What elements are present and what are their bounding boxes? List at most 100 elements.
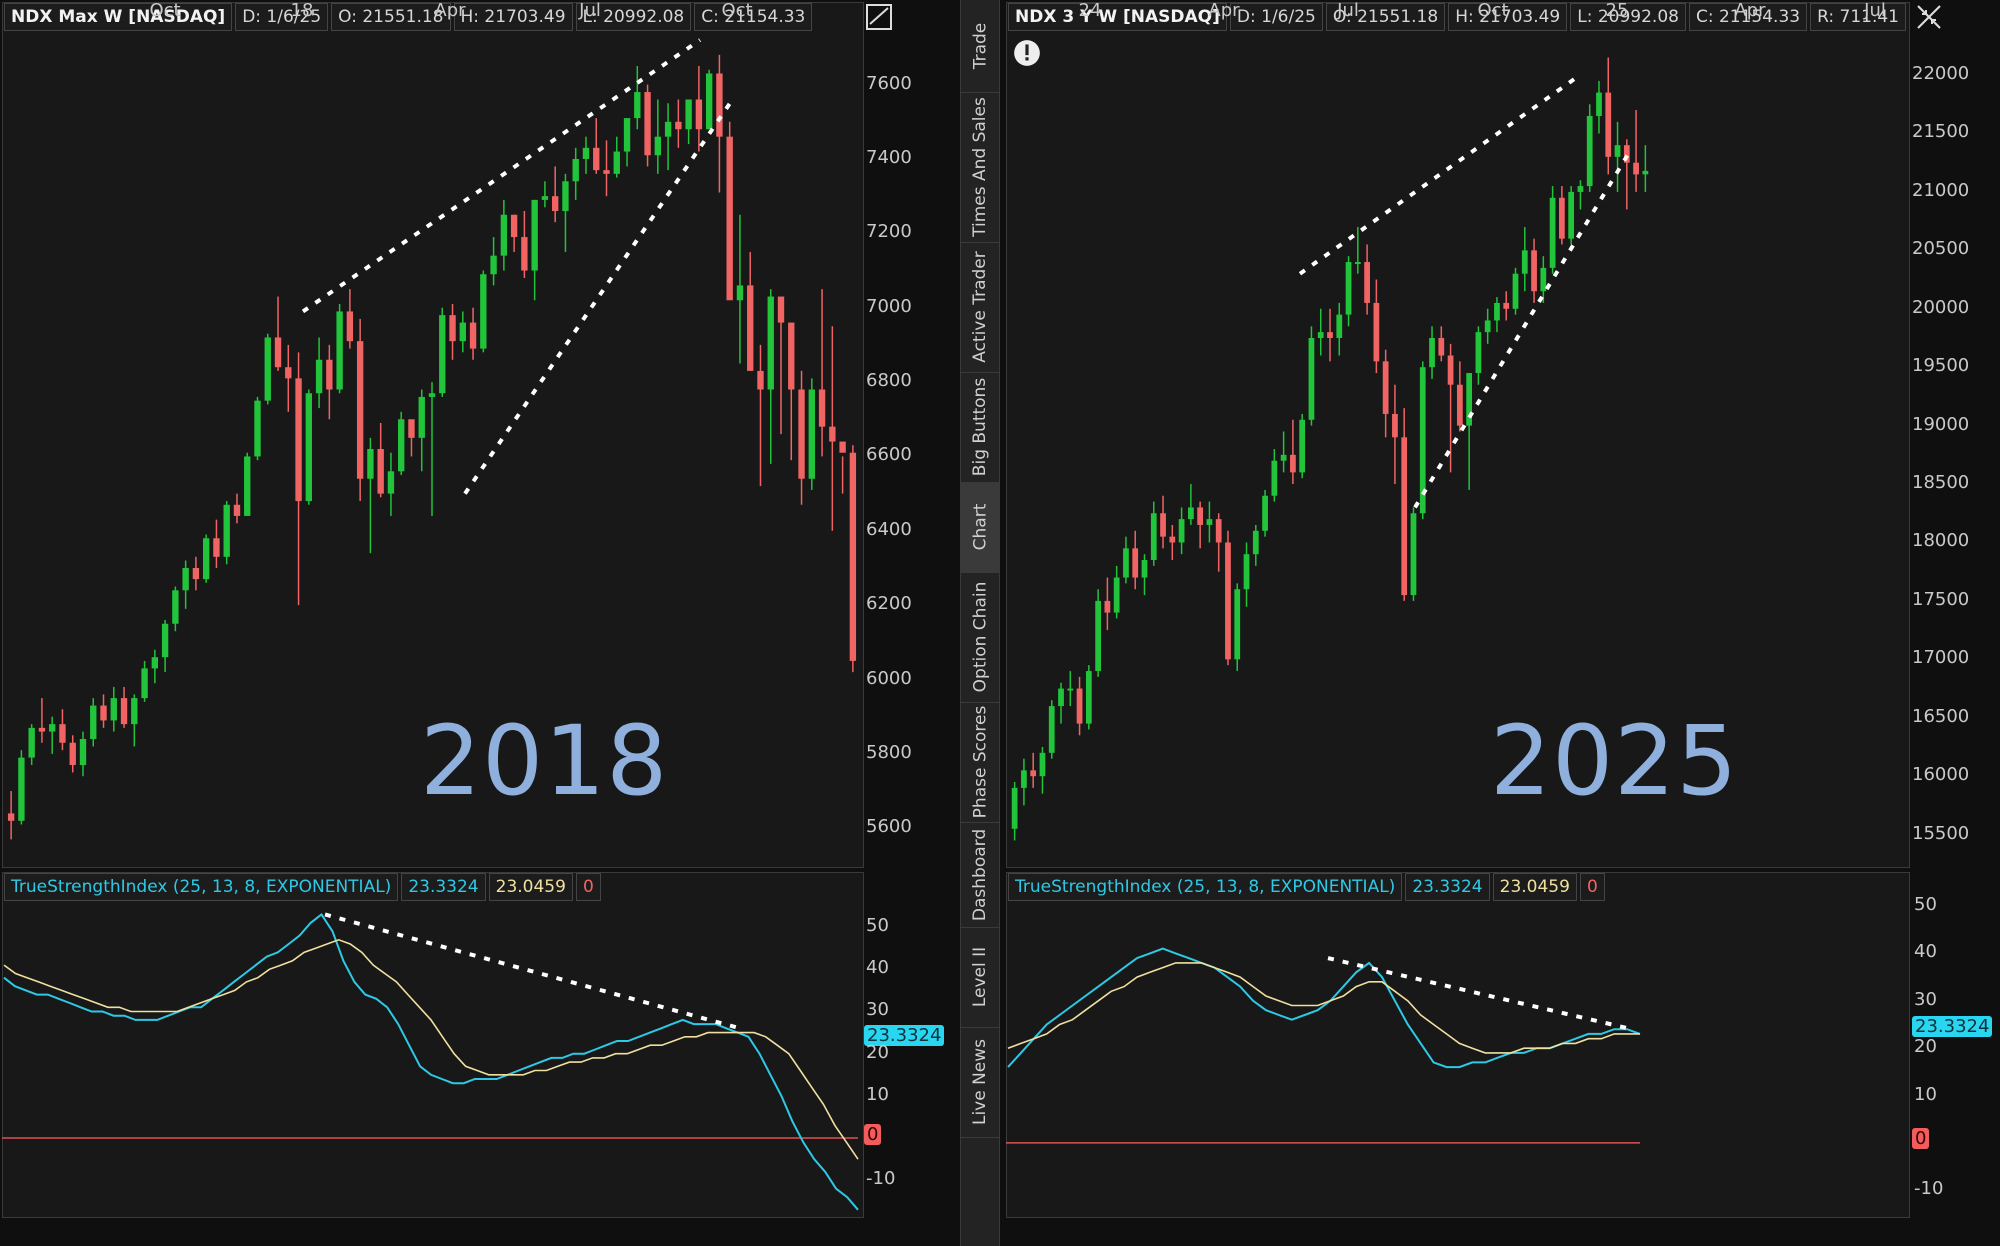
right-indicator-header: TrueStrengthIndex (25, 13, 8, EXPONENTIA… — [1008, 872, 1605, 902]
y-tick-label: 18000 — [1912, 530, 1970, 552]
sidebar-tab-dashboard[interactable]: Dashboard — [961, 822, 999, 928]
left-low: L: 20992.08 — [575, 3, 692, 31]
right-open: O: 21551.18 — [1325, 3, 1446, 31]
right-range: R: 711.41 — [1810, 3, 1906, 31]
y-tick-label: 16000 — [1912, 764, 1970, 786]
x-tick-label: Apr — [434, 0, 466, 21]
left-date: D: 1/6/25 — [235, 3, 329, 31]
y-tick-label: 16500 — [1912, 705, 1970, 727]
x-tick-label: Apr — [1734, 0, 1766, 21]
y-tick-label: 17500 — [1912, 588, 1970, 610]
y-tick-label: 19500 — [1912, 355, 1970, 377]
sidebar-tab-label: Dashboard — [970, 828, 991, 921]
x-tick-label: Jul — [1864, 0, 1886, 21]
left-zero-value: 0 — [575, 873, 601, 901]
y-tick-label: 19000 — [1912, 413, 1970, 435]
y-tick-label: 7000 — [866, 295, 912, 317]
right-zero-value: 0 — [1579, 873, 1605, 901]
y-tick-label: 6200 — [866, 593, 912, 615]
y-tick-label: 20000 — [1912, 296, 1970, 318]
y-tick-label: -10 — [1914, 1178, 1944, 1200]
right-tsi-value: 23.3324 — [1405, 873, 1490, 901]
sidebar-tab-label: Times And Sales — [970, 97, 990, 237]
x-tick-label: Oct — [721, 0, 753, 21]
sidebar-tab-times-and-sales[interactable]: Times And Sales — [961, 92, 999, 243]
y-tick-label: 40 — [866, 957, 889, 979]
y-tick-label: 6800 — [866, 370, 912, 392]
y-tick-label: 10 — [1914, 1083, 1937, 1105]
sidebar-tab-live-news[interactable]: Live News — [961, 1027, 999, 1138]
right-chart-header: NDX 3 Y W [NASDAQ] D: 1/6/25 O: 21551.18… — [1008, 2, 1906, 32]
y-tick-label: 21500 — [1912, 121, 1970, 143]
y-tick-label: 18500 — [1912, 472, 1970, 494]
left-indicator-header: TrueStrengthIndex (25, 13, 8, EXPONENTIA… — [4, 872, 601, 902]
x-tick-label: Apr — [1208, 0, 1240, 21]
right-signal-value: 23.0459 — [1492, 873, 1577, 901]
alert-icon[interactable] — [1012, 38, 1042, 68]
y-tick-label: 10 — [866, 1083, 889, 1105]
y-tick-label: 40 — [1914, 941, 1937, 963]
x-tick-label: 25 — [1605, 0, 1629, 21]
left-tsi-name[interactable]: TrueStrengthIndex (25, 13, 8, EXPONENTIA… — [4, 873, 399, 901]
sidebar-tab-phase-scores[interactable]: Phase Scores — [961, 702, 999, 823]
y-tick-label: 5800 — [866, 741, 912, 763]
left-chart-header: NDX Max W [NASDAQ] D: 1/6/25 O: 21551.18… — [4, 2, 813, 32]
sidebar-tab-label: Active Trader — [970, 251, 990, 363]
sidebar-tab-big-buttons[interactable]: Big Buttons — [961, 372, 999, 483]
sidebar-tab-label: Phase Scores — [970, 705, 991, 819]
sidebar-tab-active-trader[interactable]: Active Trader — [961, 242, 999, 373]
right-symbol-title[interactable]: NDX 3 Y W [NASDAQ] — [1008, 3, 1227, 31]
x-tick-label: 24 — [1078, 0, 1102, 21]
left-year-label: 2018 — [420, 705, 669, 817]
x-tick-label: Oct — [1477, 0, 1509, 21]
y-tick-label: 6400 — [866, 518, 912, 540]
y-tick-label: 20500 — [1912, 238, 1970, 260]
sidebar-tab-level-ii[interactable]: Level II — [961, 927, 999, 1028]
x-tick-label: 18 — [290, 0, 314, 21]
x-tick-label: Jul — [579, 0, 601, 21]
y-tick-label: 6600 — [866, 444, 912, 466]
right-high: H: 21703.49 — [1448, 3, 1568, 31]
y-tick-label: 50 — [866, 915, 889, 937]
right-low: L: 20992.08 — [1570, 3, 1686, 31]
left-open: O: 21551.18 — [331, 3, 451, 31]
left-tsi-value: 23.3324 — [401, 873, 486, 901]
right-zero-label: 0 — [1912, 1128, 1930, 1149]
x-tick-label: Jul — [1337, 0, 1359, 21]
left-close: C: 21154.33 — [694, 3, 813, 31]
drawing-tool-icon[interactable] — [864, 2, 894, 32]
left-signal-value: 23.0459 — [488, 873, 573, 901]
y-tick-label: 30 — [1914, 988, 1937, 1010]
right-chart-panel[interactable] — [1006, 2, 1910, 868]
y-tick-label: 7400 — [866, 146, 912, 168]
sidebar-tab-label: Option Chain — [970, 581, 991, 693]
sidebar-tab-trade[interactable]: Trade — [961, 0, 999, 93]
y-tick-label: 7600 — [866, 72, 912, 94]
right-indicator-panel[interactable] — [1006, 872, 1910, 1218]
right-date: D: 1/6/25 — [1229, 3, 1323, 31]
collapse-icon[interactable] — [1914, 2, 1944, 32]
sidebar-tab-label: Level II — [970, 946, 990, 1008]
sidebar-tab-chart[interactable]: Chart — [961, 482, 999, 573]
right-tsi-name[interactable]: TrueStrengthIndex (25, 13, 8, EXPONENTIA… — [1008, 873, 1403, 901]
x-tick-label: Oct — [149, 0, 181, 21]
right-tsi-price-label: 23.3324 — [1912, 1016, 1993, 1037]
left-indicator-panel[interactable] — [2, 872, 864, 1218]
y-tick-label: 7200 — [866, 221, 912, 243]
left-zero-label: 0 — [864, 1124, 882, 1145]
side-tab-bar: Trade Times And Sales Active Trader Big But… — [960, 0, 1000, 1246]
left-symbol-title[interactable]: NDX Max W [NASDAQ] — [4, 3, 233, 31]
right-year-label: 2025 — [1490, 705, 1739, 817]
y-tick-label: 20 — [866, 1041, 889, 1063]
y-tick-label: 17000 — [1912, 647, 1970, 669]
left-tsi-price-label: 23.3324 — [864, 1025, 945, 1046]
y-tick-label: 6000 — [866, 667, 912, 689]
y-tick-label: 15500 — [1912, 822, 1970, 844]
left-high: H: 21703.49 — [453, 3, 573, 31]
sidebar-tab-option-chain[interactable]: Option Chain — [961, 572, 999, 703]
sidebar-tab-label: Trade — [970, 22, 991, 70]
y-tick-label: 20 — [1914, 1036, 1937, 1058]
sidebar-tab-label: Chart — [970, 503, 990, 551]
y-tick-label: 21000 — [1912, 179, 1970, 201]
y-tick-label: 30 — [866, 999, 889, 1021]
